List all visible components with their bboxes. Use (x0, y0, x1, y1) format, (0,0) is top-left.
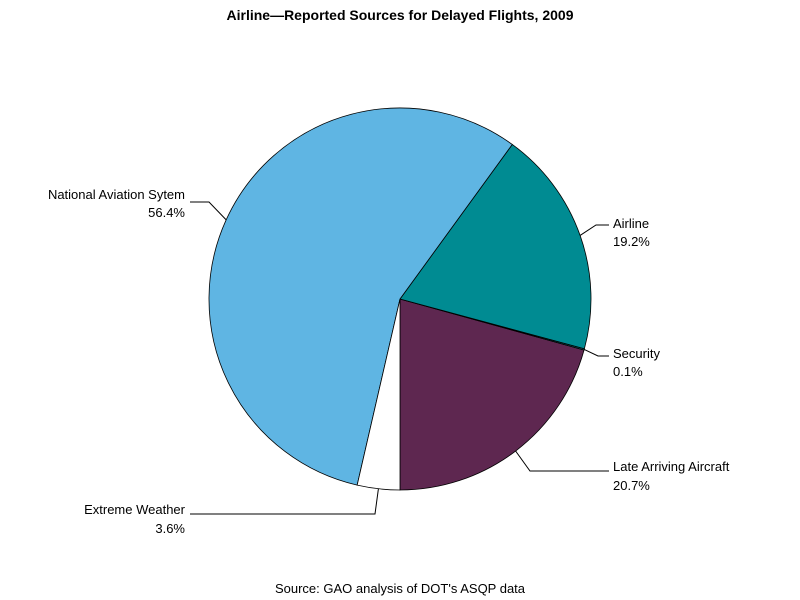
leader-line-airline (579, 224, 609, 236)
slice-value-extreme-weather: 3.6% (155, 521, 185, 536)
leader-line-national-aviation-system (190, 201, 227, 221)
slice-value-airline: 19.2% (613, 234, 650, 249)
slice-value-security: 0.1% (613, 364, 643, 379)
leader-line-security (583, 348, 609, 357)
slice-value-national-aviation-system: 56.4% (148, 205, 185, 220)
slice-value-late-arriving-aircraft: 20.7% (613, 478, 650, 493)
leader-line-late-arriving-aircraft (515, 450, 609, 472)
slice-label-extreme-weather: Extreme Weather (84, 502, 186, 517)
pie-slices (208, 107, 592, 491)
pie-slice-airline (399, 143, 592, 350)
slice-label-security: Security (613, 346, 660, 361)
chart-title: Airline—Reported Sources for Delayed Fli… (227, 7, 574, 23)
pie-slice-extreme-weather (356, 298, 401, 491)
leader-line-extreme-weather (190, 488, 379, 515)
slice-label-national-aviation-system: National Aviation Sytem (48, 187, 185, 202)
leader-lines (190, 201, 609, 515)
source-note: Source: GAO analysis of DOT's ASQP data (275, 581, 526, 596)
slice-label-airline: Airline (613, 216, 649, 231)
slice-label-late-arriving-aircraft: Late Arriving Aircraft (613, 459, 730, 474)
pie-slice-national-aviation-sytem (208, 107, 513, 486)
